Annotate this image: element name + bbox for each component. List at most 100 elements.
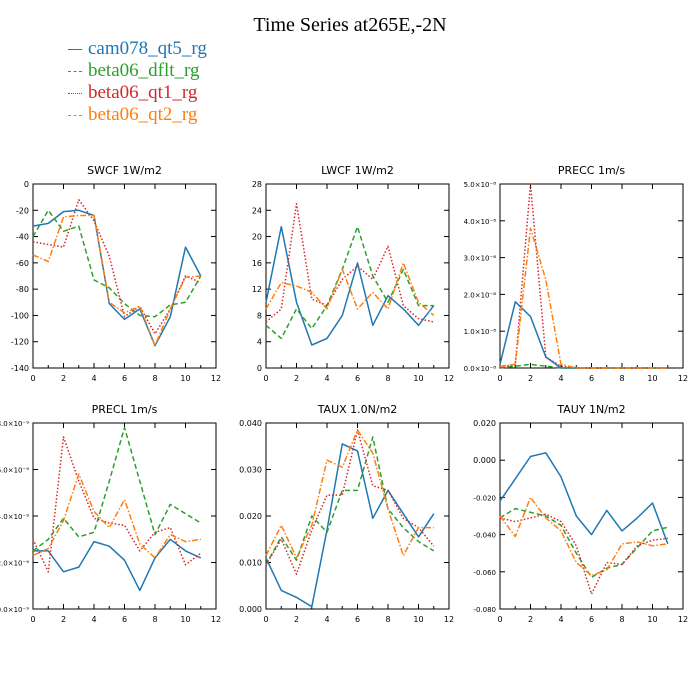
y-tick-label: -0.080 [473,606,496,614]
x-tick-label: 4 [91,374,96,383]
x-tick-label: 6 [355,615,360,624]
y-tick-label: -0.020 [473,494,496,502]
series-line-beta06_dflt_rg [32,426,202,552]
series-line-beta06_qt2_rg [499,227,668,369]
chart-panel-0: SWCF 1W/m2 0 2 4 6 8 10 12 0 -20 -40 -60 -80 -100 -120… [11,164,221,383]
y-tick-label: 0.0×10⁻⁹ [0,606,29,614]
x-tick-label: 0 [263,374,268,383]
legend-swatch-qt1 [68,93,82,94]
x-tick-label: 2 [528,615,533,624]
series-line-beta06_qt1_rg [499,513,668,595]
series-line-beta06_qt1_rg [265,202,434,323]
y-tick-label: 0 [24,180,29,189]
y-tick-label: -100 [11,311,29,320]
x-tick-label: 8 [152,374,157,383]
y-tick-label: 24 [252,206,262,215]
chart-title: PRECL 1m/s [92,403,158,416]
series-line-beta06_qt2_rg [265,262,435,316]
x-tick-label: 8 [385,374,390,383]
x-tick-label: 4 [91,615,96,624]
plot-frame [499,422,684,610]
x-tick-label: 0 [30,615,35,624]
series-line-beta06_qt2_rg [265,429,434,559]
series-line-beta06_qt2_rg [499,496,668,577]
y-tick-label: 1.0×10⁻⁸ [464,328,497,336]
y-tick-label: 0.000 [473,456,496,465]
x-tick-label: 10 [413,374,423,383]
chart-panel-4: TAUX 1.0N/m2 0 2 4 6 8 10 12 0.000 0.010 0.020 0.03… [239,403,454,624]
legend-swatch-dflt [68,71,82,72]
x-tick-label: 2 [528,374,533,383]
series-line-cam078_qt5_rg [499,301,668,369]
x-tick-label: 0 [30,374,35,383]
x-tick-label: 4 [324,615,329,624]
x-tick-label: 12 [444,374,454,383]
y-tick-label: 8 [257,311,262,320]
series-line-beta06_dflt_rg [32,209,202,318]
plot-frame [32,183,217,369]
y-tick-label: -40 [16,233,29,242]
x-tick-label: 6 [122,615,127,624]
y-tick-label: -140 [11,364,29,373]
x-tick-label: 2 [61,374,66,383]
y-tick-label: 0.000 [239,605,262,614]
legend-swatch-cam078 [68,49,82,50]
x-tick-label: 0 [263,615,268,624]
series-line-beta06_dflt_rg [265,225,434,340]
y-tick-label: 28 [252,180,262,189]
chart-title: TAUX 1.0N/m2 [317,403,398,416]
x-tick-label: 12 [211,615,221,624]
x-tick-label: 12 [444,615,454,624]
x-tick-label: 10 [647,615,657,624]
y-tick-label: 0.010 [239,559,262,568]
x-tick-label: 2 [294,374,299,383]
y-tick-label: 4 [257,338,262,347]
y-tick-label: 8.0×10⁻⁹ [0,420,29,428]
y-tick-label: 3.0×10⁻⁸ [464,255,497,263]
series-line-beta06_dflt_rg [265,436,435,566]
y-tick-label: 20 [252,233,262,242]
x-tick-label: 4 [558,615,563,624]
x-tick-label: 8 [152,615,157,624]
x-tick-label: 12 [678,374,688,383]
x-tick-label: 8 [619,615,624,624]
series-line-cam078_qt5_rg [499,452,669,545]
chart-title: SWCF 1W/m2 [87,164,162,177]
plot-frame [265,183,450,369]
y-tick-label: 12 [252,285,262,294]
legend-label-cam078: cam078_qt5_rg [88,38,207,59]
series-line-cam078_qt5_rg [265,225,435,346]
y-tick-label: 5.0×10⁻⁸ [464,181,497,189]
y-tick-label: -60 [16,259,29,268]
figure-title: Time Series at265E,-2N [253,14,447,36]
y-tick-label: 2.0×10⁻⁸ [464,291,497,299]
y-tick-label: -80 [16,285,29,294]
x-tick-label: 6 [355,374,360,383]
x-tick-label: 6 [589,374,594,383]
chart-panel-5: TAUY 1N/m2 0 2 4 6 8 10 12 0.020 0.000 -0.020 -0.04… [473,403,688,624]
x-tick-label: 2 [294,615,299,624]
y-tick-label: 0.030 [239,466,262,475]
x-tick-label: 8 [619,374,624,383]
series-line-beta06_qt2_rg [32,473,201,559]
x-tick-label: 10 [647,374,657,383]
legend-label-qt2: beta06_qt2_rg [88,104,198,125]
y-tick-label: 4.0×10⁻⁸ [464,218,497,226]
x-tick-label: 2 [61,615,66,624]
chart-title: TAUY 1N/m2 [556,403,625,416]
y-tick-label: 0 [257,364,262,373]
x-tick-label: 10 [180,615,190,624]
x-tick-label: 4 [324,374,329,383]
series-line-beta06_qt1_rg [32,199,202,335]
legend-swatch-qt2 [68,115,82,116]
chart-title: PRECC 1m/s [558,164,626,177]
x-tick-label: 0 [497,615,502,624]
y-tick-label: 0.020 [239,512,262,521]
y-tick-label: -120 [11,338,29,347]
x-tick-label: 4 [558,374,563,383]
x-tick-label: 6 [122,374,127,383]
chart-panel-2: PRECC 1m/s 0 2 4 6 8 10 12 0.0×10⁻⁸ 1.0×10⁻⁸ 2.0×1… [464,164,689,383]
y-tick-label: 6.0×10⁻⁹ [0,467,29,475]
